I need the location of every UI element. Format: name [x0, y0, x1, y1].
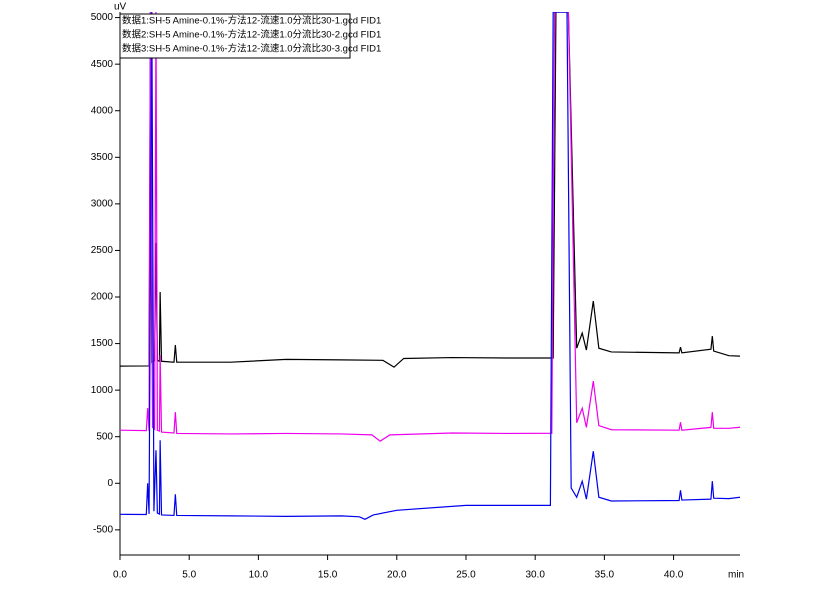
legend-entry: 数据2:SH-5 Amine-0.1%-方法12-流速1.0分流比30-2.gc… — [122, 29, 381, 41]
legend-entry: 数据1:SH-5 Amine-0.1%-方法12-流速1.0分流比30-1.gc… — [122, 15, 381, 27]
y-tick-label: 4500 — [91, 59, 114, 70]
y-tick-label: 1000 — [91, 385, 114, 396]
x-tick-label: 40.0 — [664, 570, 684, 581]
y-tick-label: 1500 — [91, 338, 114, 349]
legend-box — [119, 13, 351, 59]
x-tick-label: 25.0 — [456, 570, 476, 581]
y-tick-label: 3000 — [91, 199, 114, 210]
legend: 数据1:SH-5 Amine-0.1%-方法12-流速1.0分流比30-1.gc… — [119, 13, 381, 59]
y-tick-label: 4000 — [91, 105, 114, 116]
x-axis-label: min — [728, 570, 744, 581]
y-axis-label: uV — [114, 2, 127, 13]
legend-entry: 数据3:SH-5 Amine-0.1%-方法12-流速1.0分流比30-3.gc… — [122, 43, 381, 55]
plot-area — [120, 12, 740, 520]
y-tick-label: 2500 — [91, 245, 114, 256]
x-tick-label: 15.0 — [318, 570, 338, 581]
x-tick-label: 5.0 — [182, 570, 196, 581]
x-tick-label: 0.0 — [113, 570, 127, 581]
x-tick-label: 10.0 — [249, 570, 269, 581]
x-tick-label: 35.0 — [595, 570, 615, 581]
series-line — [120, 12, 740, 442]
y-tick-label: 0 — [107, 478, 113, 489]
y-tick-label: -500 — [93, 524, 113, 535]
x-tick-label: 30.0 — [525, 570, 545, 581]
y-tick-label: 5000 — [91, 12, 114, 23]
y-tick-label: 3500 — [91, 152, 114, 163]
x-tick-label: 20.0 — [387, 570, 407, 581]
y-tick-label: 500 — [96, 431, 113, 442]
y-tick-label: 2000 — [91, 292, 114, 303]
series-line — [120, 12, 740, 520]
series-line — [120, 12, 740, 368]
